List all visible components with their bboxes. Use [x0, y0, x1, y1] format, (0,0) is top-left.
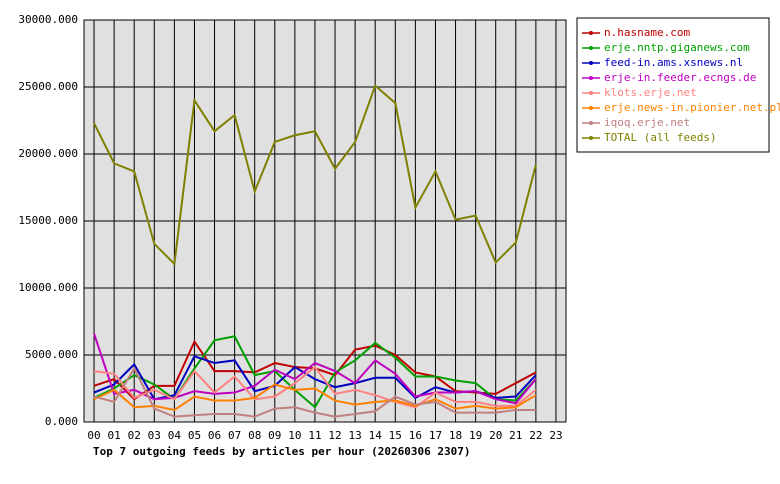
legend-marker — [589, 61, 593, 65]
legend-label: TOTAL (all feeds) — [604, 131, 717, 144]
x-tick-label: 07 — [228, 429, 241, 442]
x-tick-label: 23 — [549, 429, 562, 442]
y-tick-label: 15000.000 — [18, 214, 78, 227]
x-tick-label: 15 — [389, 429, 402, 442]
legend-label: erje-in.feeder.ecngs.de — [604, 71, 756, 84]
x-tick-label: 12 — [328, 429, 341, 442]
x-tick-label: 14 — [369, 429, 383, 442]
x-tick-label: 20 — [489, 429, 502, 442]
x-tick-label: 08 — [248, 429, 261, 442]
x-tick-label: 05 — [188, 429, 201, 442]
legend-marker — [589, 31, 593, 35]
series-line — [93, 333, 537, 405]
legend-marker — [589, 136, 593, 140]
series-line — [93, 335, 537, 409]
legend-label: erje.news-in.pionier.net.pl — [604, 101, 780, 114]
y-tick-label: 5000.000 — [25, 348, 78, 361]
legend-label: n.hasname.com — [604, 26, 690, 39]
series-line — [93, 366, 536, 418]
x-tick-label: 11 — [308, 429, 321, 442]
legend-label: iqoq.erje.net — [604, 116, 690, 129]
legend-marker — [589, 46, 593, 50]
x-tick-label: 09 — [268, 429, 281, 442]
x-tick-label: 22 — [529, 429, 542, 442]
legend-label: feed-in.ams.xsnews.nl — [604, 56, 743, 69]
y-tick-label: 0.000 — [45, 415, 78, 428]
x-tick-label: 18 — [449, 429, 462, 442]
legend-marker — [589, 76, 593, 80]
legend-marker — [589, 106, 593, 110]
legend-label: erje.nntp.giganews.com — [604, 41, 750, 54]
x-tick-label: 02 — [128, 429, 141, 442]
y-tick-label: 10000.000 — [18, 281, 78, 294]
legend-marker — [589, 91, 593, 95]
y-tick-label: 30000.000 — [18, 13, 78, 26]
legend-box — [576, 17, 770, 153]
x-tick-label: 17 — [429, 429, 442, 442]
chart-title: Top 7 outgoing feeds by articles per hou… — [93, 445, 471, 458]
x-tick-label: 19 — [469, 429, 482, 442]
x-tick-label: 21 — [509, 429, 522, 442]
x-tick-label: 04 — [168, 429, 182, 442]
series-line — [93, 365, 537, 409]
series-line — [93, 383, 537, 412]
x-tick-label: 00 — [87, 429, 100, 442]
legend-label: klots.erje.net — [604, 86, 697, 99]
y-tick-label: 20000.000 — [18, 147, 78, 160]
legend-marker — [589, 121, 593, 125]
x-tick-label: 01 — [108, 429, 121, 442]
x-tick-label: 03 — [148, 429, 161, 442]
series-line — [93, 83, 537, 267]
x-tick-label: 13 — [349, 429, 362, 442]
y-tick-label: 25000.000 — [18, 80, 78, 93]
x-tick-label: 16 — [409, 429, 422, 442]
x-tick-label: 06 — [208, 429, 221, 442]
x-tick-label: 10 — [288, 429, 301, 442]
